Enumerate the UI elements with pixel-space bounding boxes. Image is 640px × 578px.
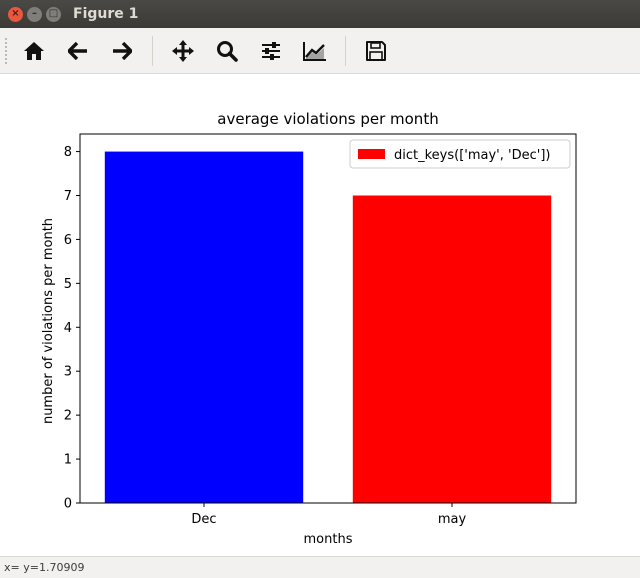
- status-bar: x= y=1.70909: [0, 556, 640, 578]
- x-axis-label: months: [304, 532, 353, 547]
- zoom-magnifier-icon: [217, 40, 238, 62]
- cursor-coordinates: x= y=1.70909: [4, 561, 85, 574]
- x-tick-label: Dec: [191, 512, 216, 527]
- y-tick-label: 0: [64, 497, 72, 512]
- figure-canvas[interactable]: average violations per month months numb…: [0, 74, 640, 556]
- save-floppy-icon: [366, 40, 386, 61]
- navigation-toolbar: [0, 28, 640, 74]
- edit-axes-button[interactable]: [295, 32, 335, 70]
- toolbar-grip[interactable]: [4, 36, 8, 65]
- edit-axes-icon: [303, 41, 326, 61]
- back-arrow-icon: [68, 41, 87, 60]
- forward-button[interactable]: [102, 32, 142, 70]
- minimize-window-button[interactable]: –: [27, 6, 42, 22]
- x-tick-label: may: [438, 512, 467, 527]
- y-tick-label: 2: [64, 409, 72, 424]
- y-tick-label: 5: [64, 277, 72, 292]
- window-title: Figure 1: [73, 6, 139, 22]
- configure-subplots-icon: [262, 41, 280, 60]
- y-tick-label: 7: [64, 189, 72, 204]
- legend-box: [349, 139, 571, 169]
- toolbar-separator: [345, 35, 346, 66]
- plot-area: Dec may 0 1 2 3 4 5 6 7 8 dict_keys(['may', 'Dec']): [64, 133, 577, 527]
- window-titlebar: × – □ Figure 1: [0, 0, 640, 28]
- close-window-button[interactable]: ×: [8, 6, 23, 22]
- y-tick-label: 1: [64, 453, 72, 468]
- chart-title: average violations per month: [217, 110, 438, 128]
- configure-subplots-button[interactable]: [251, 32, 291, 70]
- legend-swatch: [358, 149, 385, 159]
- save-button[interactable]: [356, 32, 396, 70]
- y-tick-label: 3: [64, 365, 72, 380]
- pan-button[interactable]: [163, 32, 203, 70]
- maximize-window-button[interactable]: □: [46, 6, 61, 22]
- y-tick-label: 6: [64, 233, 72, 248]
- bar-may: [352, 195, 552, 503]
- zoom-button[interactable]: [207, 32, 247, 70]
- home-button[interactable]: [14, 32, 54, 70]
- toolbar-separator: [152, 35, 153, 66]
- bar-chart: average violations per month months numb…: [41, 110, 577, 547]
- bar-dec: [104, 151, 304, 504]
- y-tick-label: 8: [64, 145, 72, 160]
- back-button[interactable]: [58, 32, 98, 70]
- forward-arrow-icon: [113, 41, 132, 60]
- y-tick-label: 4: [64, 321, 72, 336]
- axes-frame: [79, 133, 577, 504]
- pan-move-icon: [172, 39, 194, 62]
- y-axis-label: number of violations per month: [41, 218, 56, 424]
- home-icon: [24, 41, 44, 60]
- legend-label: dict_keys(['may', 'Dec']): [394, 148, 550, 163]
